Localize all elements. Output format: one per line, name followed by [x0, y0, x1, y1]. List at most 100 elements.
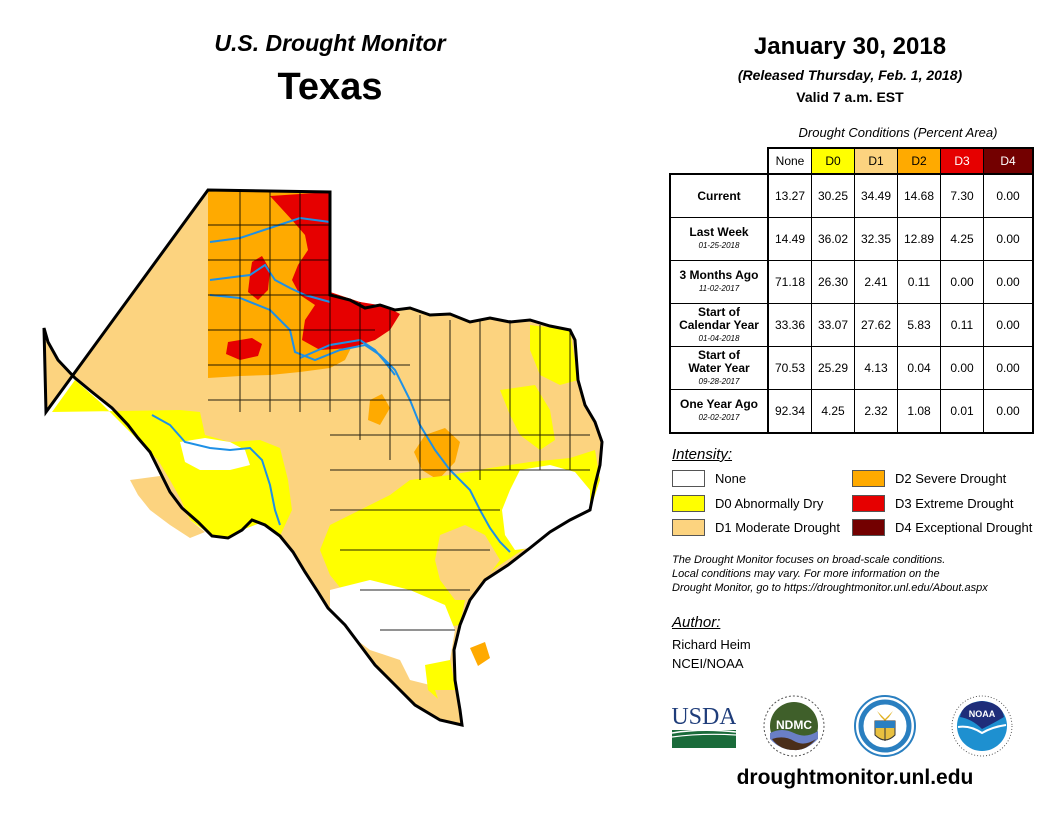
table-caption: Drought Conditions (Percent Area) [798, 125, 998, 140]
legend-swatch-d4 [852, 519, 885, 536]
cell-d1: 4.13 [854, 346, 898, 390]
col-header-d0: D0 [811, 147, 855, 175]
cell-d0: 30.25 [811, 173, 855, 218]
row-label-text: Start of Calendar Year [679, 304, 759, 332]
cell-d3: 0.00 [940, 346, 984, 390]
website-link[interactable]: droughtmonitor.unl.edu [736, 766, 974, 789]
row-date: 01-04-2018 [698, 333, 740, 343]
cell-d4: 0.00 [983, 173, 1034, 218]
release-date: (Released Thursday, Feb. 1, 2018) [737, 67, 963, 83]
cell-d3: 0.00 [940, 260, 984, 304]
region-d0-northeast [530, 325, 578, 385]
cell-d1: 32.35 [854, 217, 898, 261]
note-line: Drought Monitor, go to https://droughtmo… [672, 582, 988, 594]
cell-d4: 0.00 [983, 260, 1034, 304]
cell-d0: 26.30 [811, 260, 855, 304]
col-header-label: None [775, 154, 805, 168]
cell-none: 33.36 [768, 303, 812, 347]
legend-label: D1 Moderate Drought [715, 520, 841, 535]
table-header-row: None D0 D1 D2 D3 D4 [670, 147, 1034, 175]
col-header-none: None [767, 147, 812, 175]
row-label: Last Week 01-25-2018 [669, 217, 769, 261]
map-date: January 30, 2018 [753, 33, 947, 60]
ndmc-logo: NDMC [763, 695, 825, 757]
row-label: 3 Months Ago 11-02-2017 [669, 260, 769, 304]
region-d3-spot-north [248, 256, 270, 300]
row-label-text: Last Week [689, 225, 749, 239]
cell-d3: 7.30 [940, 173, 984, 218]
region-d2-west-central [368, 394, 390, 425]
note-line: Local conditions may vary. For more info… [672, 568, 940, 580]
cell-none: 14.49 [768, 217, 812, 261]
row-label-text: Start of Water Year [688, 347, 750, 375]
county-lines [208, 190, 590, 631]
legend-label: None [715, 471, 747, 486]
row-label: One Year Ago 02-02-2017 [669, 389, 769, 434]
region-title: Texas [277, 66, 383, 108]
row-label: Current [669, 173, 769, 218]
region-d0-west [52, 380, 292, 538]
river-pecos [151, 414, 281, 526]
cell-d0: 4.25 [811, 389, 855, 434]
table-row: Start of Calendar Year 01-04-2018 33.36 33.… [669, 303, 1034, 347]
cell-d2: 14.68 [897, 173, 941, 218]
legend-label: D2 Severe Drought [895, 471, 1007, 486]
legend-label: D3 Extreme Drought [895, 496, 1014, 511]
cell-d2: 5.83 [897, 303, 941, 347]
row-date: 01-25-2018 [698, 241, 740, 250]
col-header-d1: D1 [854, 147, 898, 175]
drought-conditions-table: None D0 D1 D2 D3 D4 Current 13.27 30.25 34.… [669, 147, 1034, 434]
col-header-d2: D2 [897, 147, 941, 175]
region-d0-east [500, 385, 555, 450]
table-row: One Year Ago 02-02-2017 92.34 4.25 2.32 1.08 0… [669, 389, 1034, 434]
cell-d1: 34.49 [854, 173, 898, 218]
col-header-label: D4 [1000, 154, 1016, 168]
table-header-blank [670, 148, 768, 175]
valid-time: Valid 7 a.m. EST [796, 89, 904, 105]
cell-d0: 36.02 [811, 217, 855, 261]
col-header-label: D3 [954, 154, 970, 168]
row-label-text: One Year Ago [679, 397, 759, 411]
state-outline [42, 188, 604, 727]
commerce-seal-logo [854, 695, 916, 757]
cell-d2: 1.08 [897, 389, 941, 434]
author-name: Richard Heim [672, 637, 751, 652]
table-row: Current 13.27 30.25 34.49 14.68 7.30 0.00 [669, 173, 1034, 218]
cell-d0: 25.29 [811, 346, 855, 390]
disclaimer-note: The Drought Monitor focuses on broad-sca… [672, 553, 1042, 595]
region-d2-south [470, 642, 490, 666]
legend-swatch-d1 [672, 519, 705, 536]
cell-d2: 12.89 [897, 217, 941, 261]
cell-none: 70.53 [768, 346, 812, 390]
cell-d4: 0.00 [983, 389, 1034, 434]
col-header-d3: D3 [940, 147, 984, 175]
legend-label: D0 Abnormally Dry [715, 496, 824, 511]
cell-d4: 0.00 [983, 303, 1034, 347]
cell-d1: 2.41 [854, 260, 898, 304]
usda-logo-text: USDA [672, 704, 736, 730]
row-label-text: 3 Months Ago [679, 268, 759, 282]
legend-item-d1: D1 Moderate Drought [672, 519, 840, 536]
author-label: Author: [672, 614, 721, 631]
table-row: Last Week 01-25-2018 14.49 36.02 32.35 12.89 4… [669, 217, 1034, 261]
cell-d2: 0.04 [897, 346, 941, 390]
cell-d3: 4.25 [940, 217, 984, 261]
row-date: 02-02-2017 [698, 413, 740, 422]
legend-swatch-none [672, 470, 705, 487]
cell-d2: 0.11 [897, 260, 941, 304]
texas-drought-map [42, 188, 604, 727]
legend-item-d4: D4 Exceptional Drought [852, 519, 1032, 536]
river-colorado [299, 338, 396, 376]
legend-item-d3: D3 Extreme Drought [852, 495, 1014, 512]
legend-item-none: None [672, 470, 746, 487]
note-line: The Drought Monitor focuses on broad-sca… [672, 554, 946, 566]
cell-d1: 2.32 [854, 389, 898, 434]
legend-swatch-d0 [672, 495, 705, 512]
legend-swatch-d2 [852, 470, 885, 487]
cell-d4: 0.00 [983, 217, 1034, 261]
cell-none: 71.18 [768, 260, 812, 304]
usda-logo: USDA [672, 704, 736, 748]
author-org: NCEI/NOAA [672, 656, 744, 671]
row-label-text: Current [697, 188, 741, 203]
cell-none: 13.27 [768, 173, 812, 218]
